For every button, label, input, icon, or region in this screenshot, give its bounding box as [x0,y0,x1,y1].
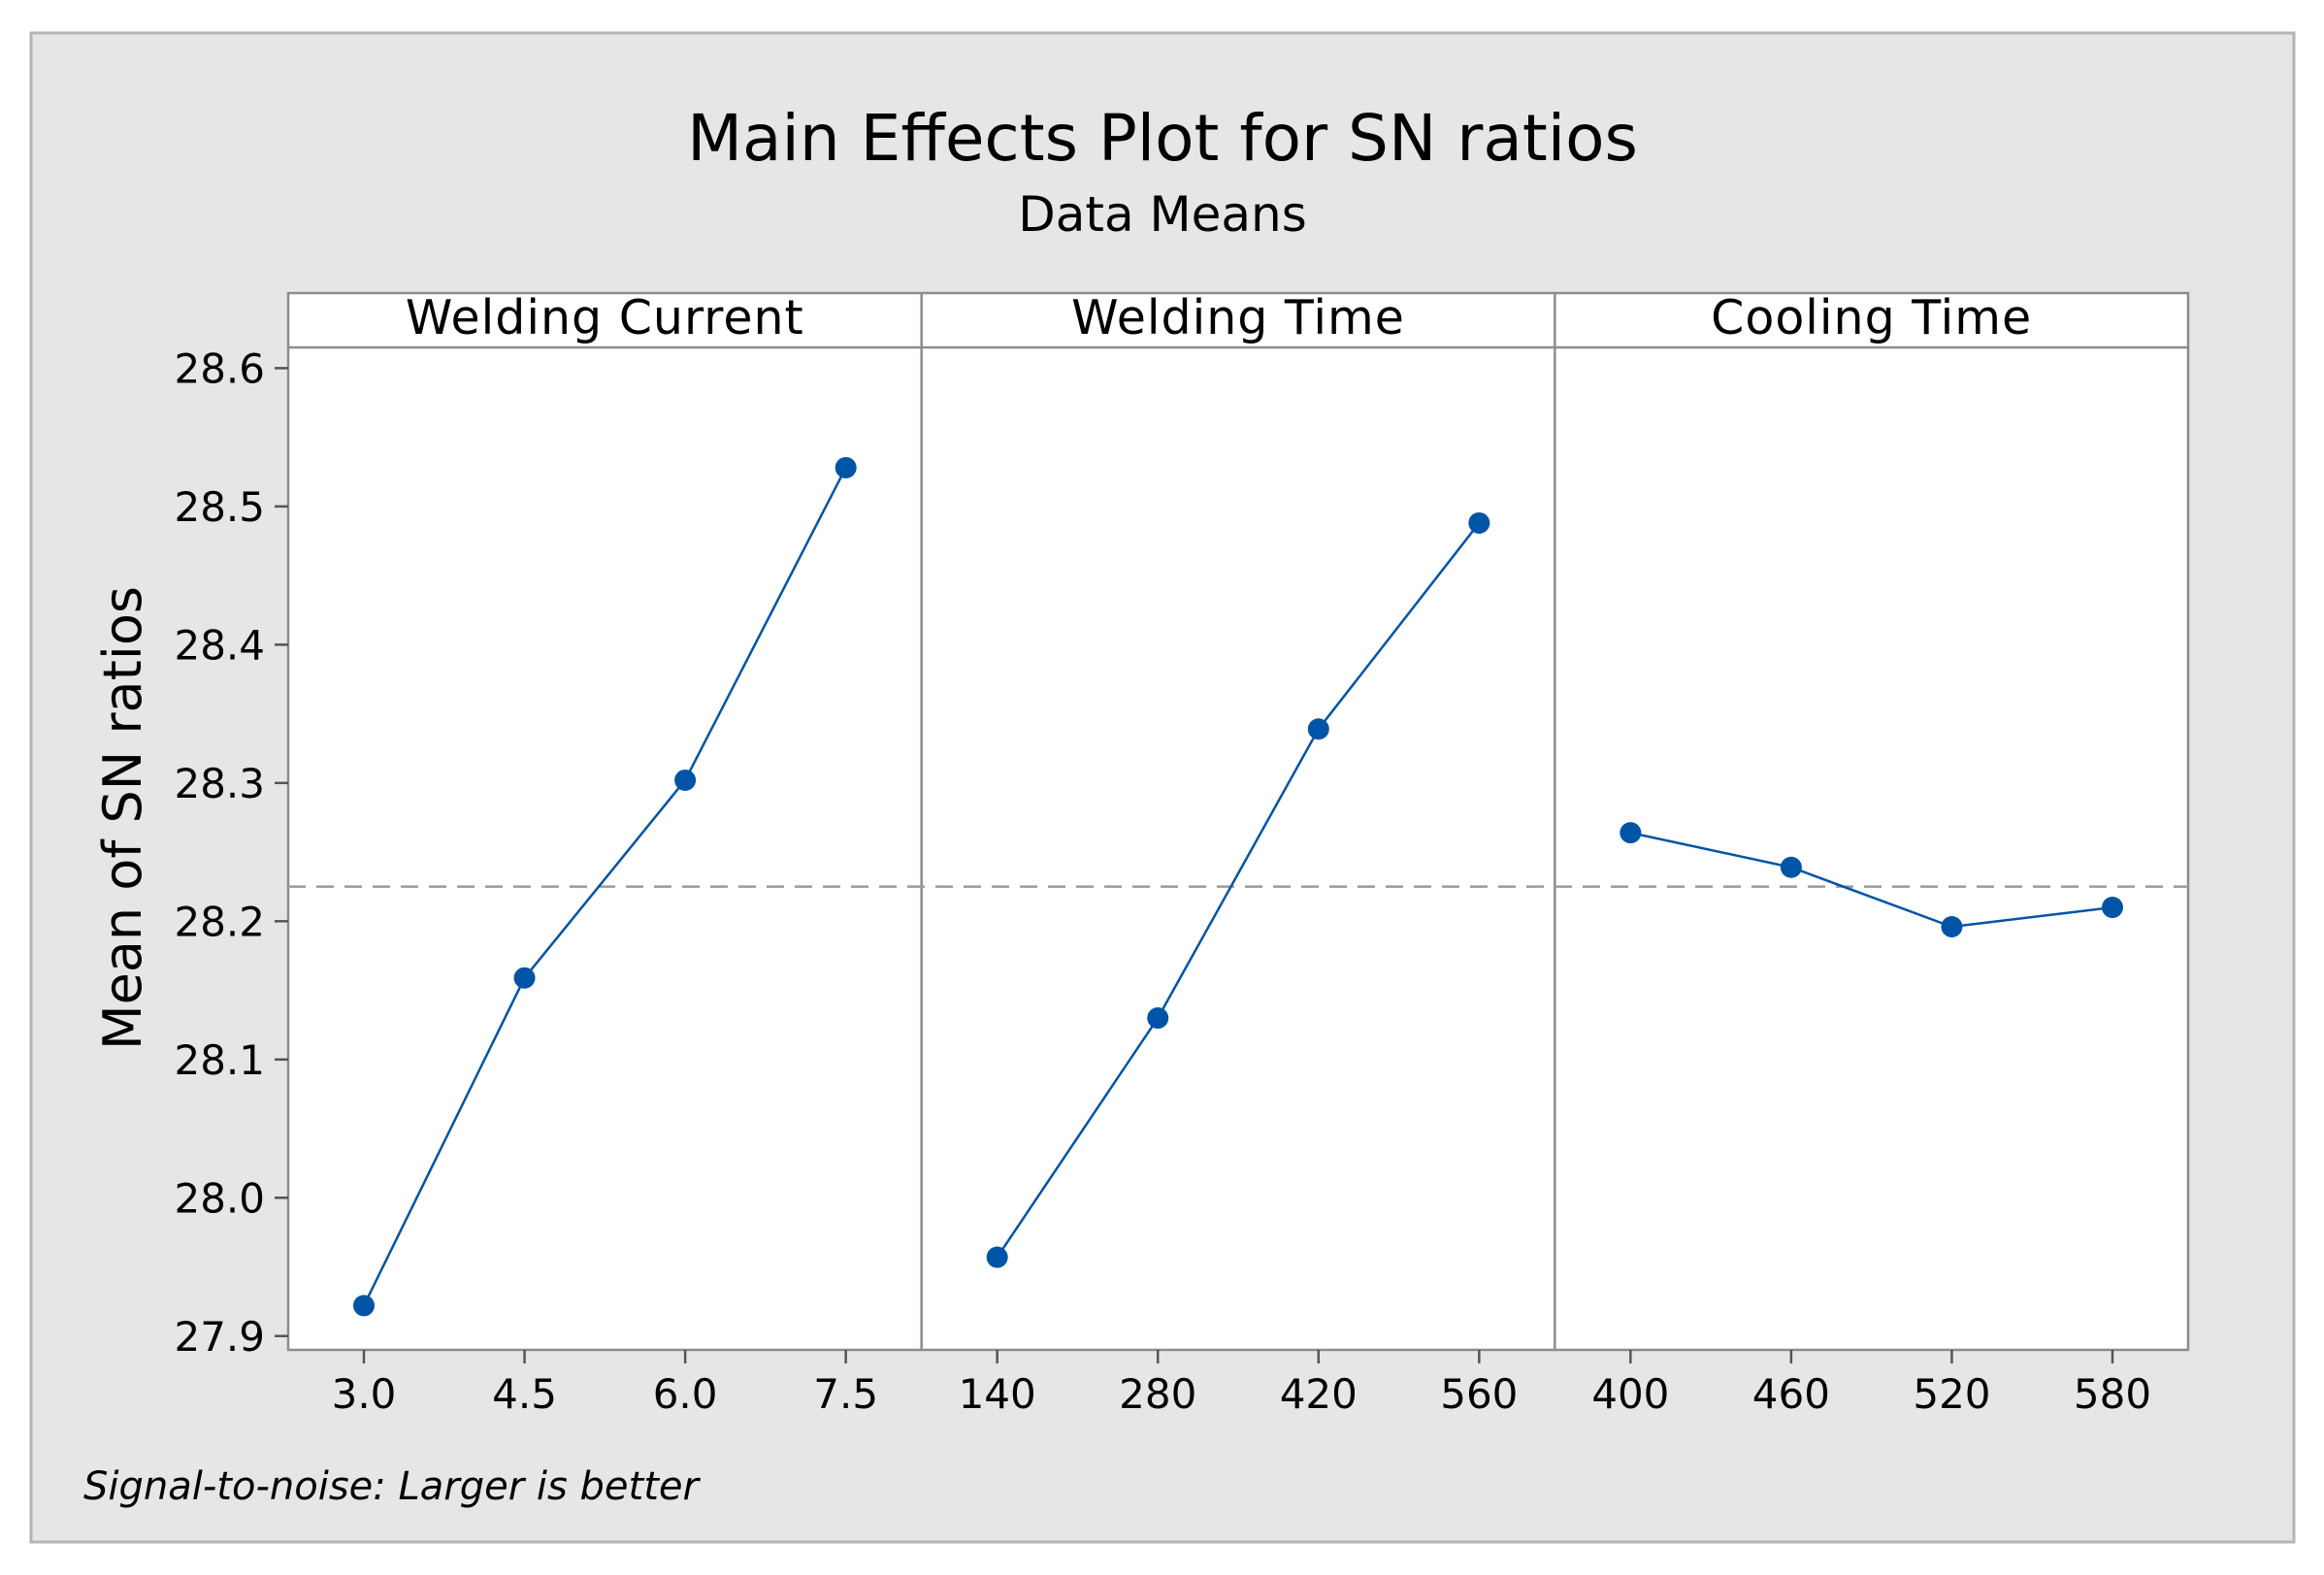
footnote: Signal-to-noise: Larger is better [83,1464,702,1509]
plot-area [286,291,2190,1352]
data-point [1307,718,1329,740]
chart-title: Main Effects Plot for SN ratios [687,101,1638,176]
series-line [362,467,847,1306]
x-tick-label: 6.0 [653,1370,718,1418]
y-axis: 27.9 28.0 28.1 28.2 28.3 28.4 28.5 28.6 [174,345,288,1361]
y-tick-label: 28.6 [174,345,265,392]
x-tick-label: 140 [959,1370,1036,1418]
data-point [1780,856,1802,878]
x-tick-label: 580 [2074,1370,2151,1418]
marks-layer [288,456,2188,1317]
data-point [1620,822,1642,844]
x-tick-label: 7.5 [813,1370,878,1418]
x-tick-label: 400 [1591,1370,1669,1418]
data-point [1941,916,1963,938]
data-point [835,456,857,478]
y-tick-label: 28.5 [174,483,265,531]
x-tick-label: 560 [1440,1370,1518,1418]
y-tick-label: 28.3 [174,760,265,807]
y-tick-label: 28.1 [174,1036,265,1084]
x-tick-label: 420 [1280,1370,1358,1418]
data-point [513,967,536,989]
data-point [986,1246,1008,1268]
x-tick-label: 460 [1752,1370,1830,1418]
data-point [353,1295,375,1317]
series-line [996,522,1481,1259]
data-point [1147,1007,1169,1030]
x-tick-label: 520 [1913,1370,1990,1418]
y-tick-label: 27.9 [174,1313,265,1361]
series-line [1630,831,2113,929]
data-point [1468,511,1490,534]
y-tick-label: 28.2 [174,898,265,945]
panels-layer: Welding Current 3.0 4.5 6.0 7.5 Welding Time 1… [286,290,2190,1418]
x-tick-label: 4.5 [492,1370,557,1418]
y-tick-label: 28.4 [174,621,265,669]
x-tick-label: 280 [1119,1370,1196,1418]
data-point [2102,897,2123,919]
y-axis-title: Mean of SN ratios [92,586,153,1050]
panel-label: Cooling Time [1711,290,2032,345]
x-tick-label: 3.0 [332,1370,397,1418]
data-point [674,769,697,791]
panel-label: Welding Time [1071,290,1405,345]
chart-subtitle: Data Means [1018,186,1307,243]
panel-label: Welding Current [406,290,804,345]
y-tick-label: 28.0 [174,1174,265,1222]
